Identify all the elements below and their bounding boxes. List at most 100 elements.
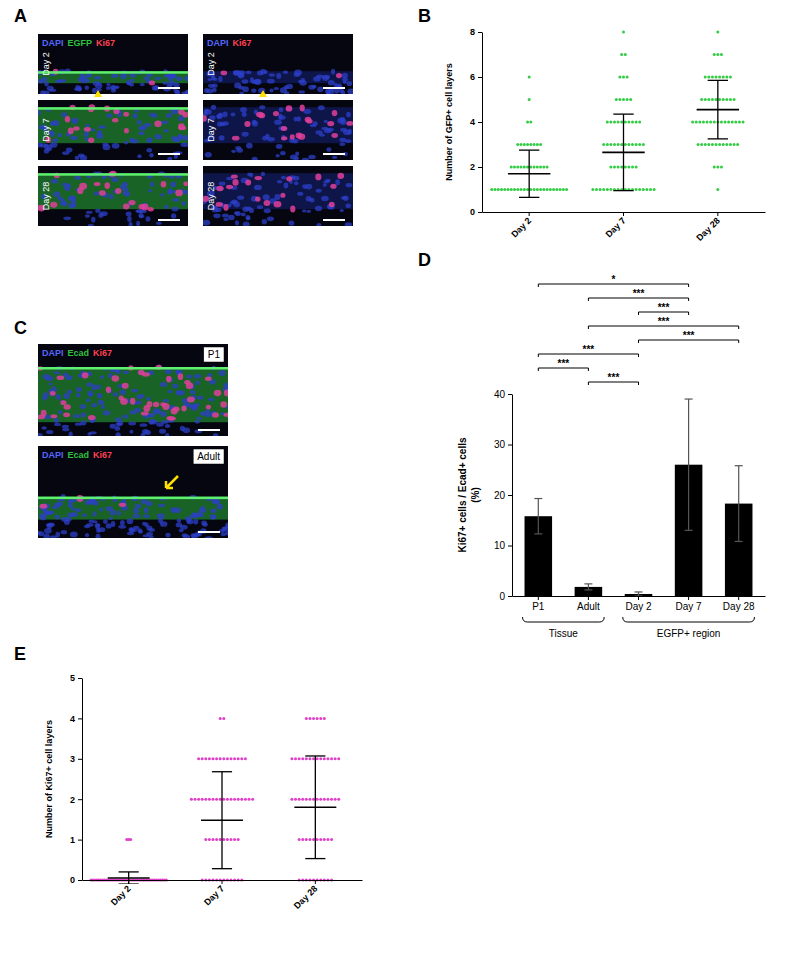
data-point: [244, 798, 247, 801]
nucleus: [177, 518, 182, 523]
ki67-nucleus: [298, 134, 306, 140]
x-axis-tick-mark: [529, 212, 530, 216]
nucleus: [87, 432, 91, 436]
nucleus: [139, 423, 147, 427]
image-background: [38, 446, 228, 538]
data-point: [653, 188, 656, 191]
data-point: [707, 76, 710, 79]
nucleus: [324, 128, 332, 133]
data-point: [595, 188, 598, 191]
data-point: [620, 143, 623, 146]
membrane-edge: [38, 497, 228, 500]
nucleus: [86, 523, 94, 527]
y-axis-tick: 6: [470, 72, 482, 82]
nucleus: [58, 410, 62, 414]
data-point: [622, 31, 625, 34]
nucleus: [124, 141, 128, 145]
ki67-nucleus: [50, 414, 57, 418]
x-axis: Day 2Day 7Day 28: [83, 880, 363, 911]
nucleus: [109, 517, 113, 520]
nucleus: [269, 89, 273, 93]
nucleus: [182, 427, 190, 433]
nucleus: [328, 80, 335, 86]
nucleus: [61, 530, 67, 534]
y-axis-line: [512, 395, 513, 597]
nucleus: [235, 220, 239, 225]
data-point: [562, 188, 565, 191]
nucleus: [63, 217, 71, 221]
nucleus: [222, 112, 227, 118]
nucleus: [50, 391, 55, 397]
data-point: [711, 98, 714, 101]
nucleus: [98, 400, 104, 406]
data-point: [337, 757, 340, 760]
data-point: [233, 757, 236, 760]
ki67-nucleus: [206, 405, 211, 410]
nucleus: [50, 142, 57, 148]
nucleus: [159, 429, 166, 434]
y-axis: 02468: [470, 27, 483, 217]
nucleus: [112, 499, 117, 502]
nucleus: [301, 78, 306, 83]
nucleus: [342, 77, 348, 82]
nucleus: [288, 220, 294, 225]
ki67-nucleus: [175, 190, 183, 197]
nucleus: [123, 371, 129, 374]
data-point: [330, 798, 333, 801]
nucleus: [247, 172, 251, 176]
nucleus: [292, 176, 299, 181]
nucleus: [98, 125, 106, 129]
nucleus: [75, 175, 81, 179]
nucleus: [246, 216, 250, 220]
data-point: [546, 166, 549, 169]
nucleus: [136, 221, 140, 226]
nucleus: [171, 207, 178, 212]
sd-cap: [613, 113, 633, 114]
nucleus: [234, 211, 240, 214]
data-point: [536, 143, 539, 146]
nucleus: [281, 176, 286, 180]
nucleus: [76, 393, 80, 398]
nucleus: [54, 503, 60, 508]
sd-cap: [119, 871, 139, 872]
nucleus: [311, 85, 316, 88]
data-point: [212, 838, 215, 841]
error-cap: [534, 498, 542, 499]
data-point: [609, 121, 612, 124]
data-point: [697, 143, 700, 146]
sd-cap: [708, 80, 728, 81]
ki67-nucleus: [346, 121, 353, 126]
nucleus: [241, 212, 246, 216]
data-point: [716, 53, 719, 56]
x-axis: Day 2Day 7Day 28: [483, 212, 766, 243]
x-axis-tick-mark: [315, 880, 316, 884]
data-point: [233, 798, 236, 801]
nucleus: [302, 158, 309, 160]
nucleus: [79, 404, 86, 409]
ki67-nucleus: [327, 121, 334, 126]
nucleus: [245, 215, 250, 220]
data-point: [197, 798, 200, 801]
data-point: [226, 838, 229, 841]
data-point: [722, 98, 725, 101]
error-cap: [735, 465, 743, 466]
nucleus: [170, 181, 176, 187]
image-label: Adult: [197, 451, 220, 462]
nucleus: [217, 504, 223, 510]
data-point: [624, 121, 627, 124]
nucleus: [187, 518, 191, 523]
nucleus: [120, 520, 125, 526]
error-cap: [584, 589, 592, 590]
data-point: [715, 76, 718, 79]
y-axis-tick: 4: [470, 117, 482, 127]
nucleus: [146, 138, 153, 144]
data-point: [219, 757, 222, 760]
nucleus: [237, 196, 244, 200]
nucleus: [143, 534, 150, 537]
panel-letter: B: [418, 6, 431, 26]
data-point: [529, 143, 532, 146]
nucleus: [339, 142, 345, 145]
tissue-band: [203, 173, 353, 209]
y-axis-tick-mark: [508, 546, 512, 547]
data-point: [523, 166, 526, 169]
